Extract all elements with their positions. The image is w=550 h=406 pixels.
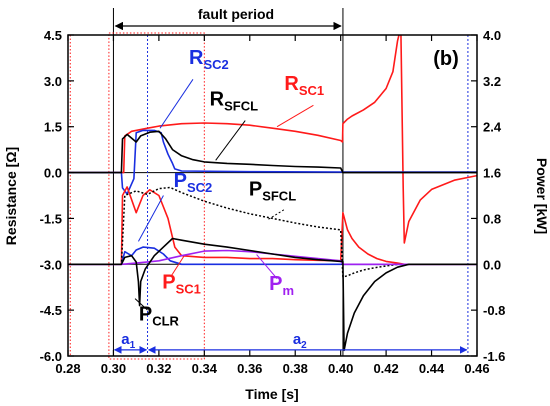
axes: 0.28 0.30 0.32 0.34 0.36 0.38 0.40 0.42 0.44 0.46… [40, 28, 506, 376]
y-right-tick-label: -1.6 [483, 349, 505, 364]
x-tick-label: 0.42 [373, 361, 398, 376]
annotation-arrow-r-sfcl [215, 120, 246, 161]
x-tick-label: 0.44 [419, 361, 445, 376]
y-left-tick-label: -6.0 [40, 349, 62, 364]
guide-lines [68, 8, 477, 360]
series-psc1 [68, 186, 477, 266]
x-tick-label: 0.30 [101, 361, 126, 376]
x-tick-label: 0.34 [192, 361, 218, 376]
series-pm [68, 249, 477, 266]
annotation-r-sfcl: RSFCL [210, 88, 258, 113]
series-rsc1 [68, 35, 477, 244]
y-left-tick-label: -3.0 [40, 257, 62, 272]
interval-a2-label: a2 [293, 331, 307, 351]
panel-label: (b) [433, 48, 459, 70]
x-tick-label: 0.32 [146, 361, 171, 376]
series-pclr [68, 237, 477, 352]
x-tick-label: 0.28 [55, 361, 80, 376]
y-left-tick-label: -4.5 [40, 303, 62, 318]
y-axis-label-left: Resistance [Ω] [3, 147, 19, 245]
y-axis-label-right: Power [kW] [534, 158, 550, 234]
y-right-tick-label: 0.8 [483, 211, 501, 226]
y-left-tick-label: 4.5 [44, 28, 62, 43]
plot-series [68, 35, 477, 352]
annotation-r-sc1: RSC1 [284, 73, 324, 98]
annotation-arrow-p-clr [134, 298, 148, 311]
annotation-p-m: Pm [269, 273, 294, 298]
annotation-p-sfcl: PSFCL [249, 179, 296, 204]
y-right-tick-label: 2.4 [483, 120, 502, 135]
annotation-arrow-p-sfcl [267, 209, 285, 221]
x-tick-label: 0.46 [464, 361, 489, 376]
series-rsc2 [68, 129, 477, 195]
series-psc2 [68, 246, 477, 266]
interval-a1-label: a1 [121, 331, 135, 351]
plot-frame [67, 34, 478, 357]
x-tick-label: 0.36 [237, 361, 262, 376]
annotation-arrow-r-sc1 [276, 104, 314, 128]
annotation-p-clr: PCLR [139, 303, 180, 328]
annotation-p-sc1: PSC1 [162, 271, 201, 296]
y-right-tick-label: 3.2 [483, 74, 501, 89]
fault-period-label: fault period [198, 6, 274, 22]
annotation-arrow-p-sc1 [170, 255, 185, 277]
y-right-tick-label: 4.0 [483, 28, 501, 43]
y-right-tick-label: -0.8 [483, 303, 505, 318]
y-left-tick-label: 0.0 [44, 166, 62, 181]
annotation-arrow-p-sc2 [137, 195, 164, 242]
annotations: a1 a2 RSC2 RSFCL RSC1 PSC2 PSFCL PSC1 Pm PCLR [113, 47, 468, 354]
series-rsfcl [68, 130, 477, 174]
x-tick-label: 0.38 [283, 361, 308, 376]
annotation-arrow-p-m [256, 254, 278, 279]
zoom-box [108, 32, 205, 360]
y-left-tick-label: 3.0 [44, 74, 62, 89]
x-tick-label: 0.40 [328, 361, 353, 376]
x-axis-label: Time [s] [245, 386, 298, 402]
annotation-p-sc2: PSC2 [174, 170, 213, 195]
annotation-arrow-r-sc2 [159, 79, 194, 129]
y-left-tick-label: 1.5 [44, 120, 62, 135]
series-psfcl [68, 186, 477, 278]
y-left-tick-label: -1.5 [40, 211, 62, 226]
annotation-r-sc2: RSC2 [189, 47, 229, 72]
y-right-tick-label: 0.0 [483, 257, 501, 272]
y-right-tick-label: 1.6 [483, 166, 501, 181]
